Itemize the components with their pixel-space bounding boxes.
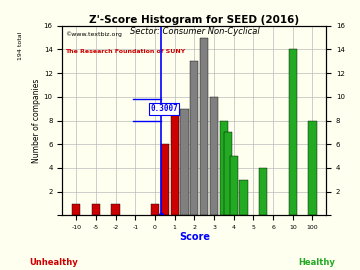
Text: Sector: Consumer Non-Cyclical: Sector: Consumer Non-Cyclical (130, 27, 259, 36)
Text: 194 total: 194 total (18, 32, 23, 60)
Text: Unhealthy: Unhealthy (30, 258, 78, 266)
Bar (230, 156, 238, 215)
Bar (259, 168, 267, 215)
Y-axis label: Number of companies: Number of companies (32, 78, 41, 163)
Bar (151, 204, 159, 215)
Bar (224, 132, 232, 215)
X-axis label: Score: Score (179, 231, 210, 241)
Bar (239, 180, 248, 215)
Bar (112, 204, 120, 215)
Bar (210, 97, 218, 215)
Text: 0.3007: 0.3007 (150, 104, 178, 113)
Bar (200, 38, 208, 215)
Bar (220, 121, 228, 215)
Bar (190, 61, 198, 215)
Text: The Research Foundation of SUNY: The Research Foundation of SUNY (65, 49, 185, 53)
Title: Z'-Score Histogram for SEED (2016): Z'-Score Histogram for SEED (2016) (89, 15, 300, 25)
Text: ©www.textbiz.org: ©www.textbiz.org (65, 32, 122, 37)
Bar (72, 204, 80, 215)
Text: Healthy: Healthy (298, 258, 335, 266)
Bar (180, 109, 189, 215)
Bar (309, 121, 317, 215)
Bar (289, 49, 297, 215)
Bar (161, 144, 169, 215)
Bar (92, 204, 100, 215)
Bar (171, 109, 179, 215)
